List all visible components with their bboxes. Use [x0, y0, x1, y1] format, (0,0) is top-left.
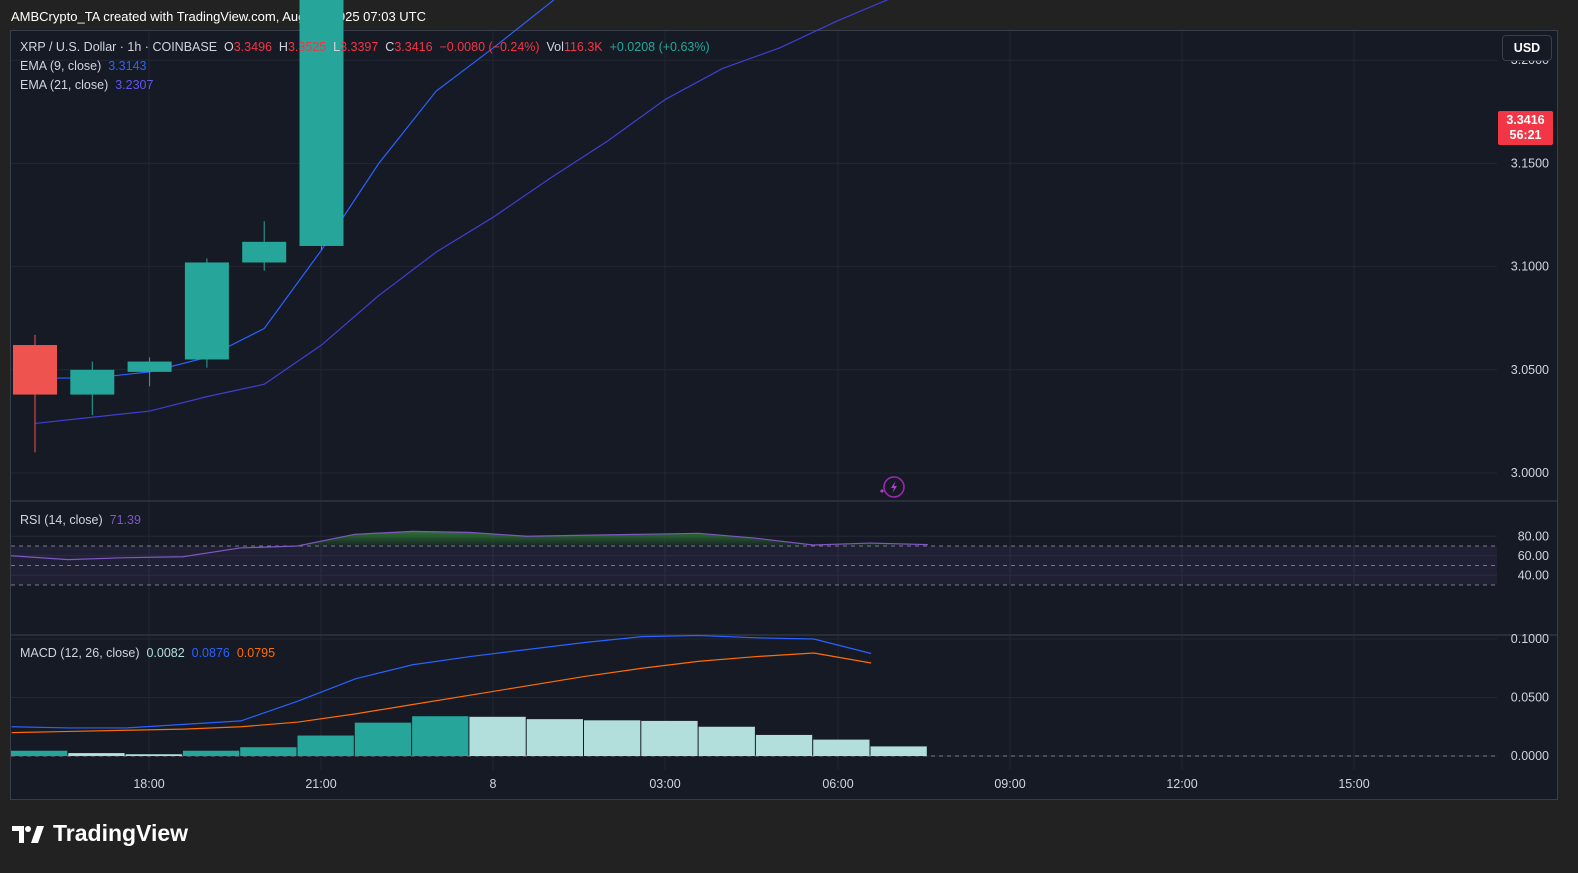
time-axis-label: 03:00	[649, 777, 680, 791]
close-value: 3.3416	[394, 40, 433, 54]
macd-histogram-bar	[68, 753, 125, 756]
high-value: 3.3525	[287, 40, 327, 54]
candle-body-down	[13, 345, 57, 395]
time-axis-label: 06:00	[822, 777, 853, 791]
current-price-value: 3.3416	[1506, 113, 1545, 127]
macd-histogram-bar	[813, 739, 870, 756]
tradingview-brand: TradingView	[11, 820, 188, 847]
vol-label: Vol	[546, 40, 564, 54]
macd-histogram-bar	[870, 746, 927, 756]
high-label: H	[278, 40, 288, 54]
chart-frame	[10, 30, 1558, 800]
candle-body-up	[70, 369, 115, 395]
lightning-bolt	[891, 481, 897, 493]
rsi-legend[interactable]: RSI (14, close) 71.39	[20, 513, 141, 527]
macd-axis-label: 0.1000	[1511, 632, 1549, 646]
rsi-value: 71.39	[109, 513, 141, 527]
ema9-label: EMA (9, close)	[20, 59, 102, 73]
candle-body-up	[299, 0, 344, 246]
vol-change-value: +0.0208 (+0.63%)	[609, 40, 710, 54]
macd-histogram-bar	[469, 716, 526, 756]
time-axis-label: 09:00	[994, 777, 1025, 791]
macd-axis-label: 0.0000	[1511, 749, 1549, 763]
macd-histogram-bar	[182, 750, 240, 756]
grid-lines	[11, 31, 1497, 770]
open-value: 3.3496	[233, 40, 272, 54]
macd-histogram-bar	[412, 716, 469, 756]
ema21-legend[interactable]: EMA (21, close) 3.2307	[20, 78, 153, 92]
time-axis-label: 18:00	[133, 777, 164, 791]
brand-name: TradingView	[53, 820, 189, 846]
macd-histogram-bar	[698, 726, 755, 756]
lightning-assist-icon[interactable]	[880, 476, 905, 498]
macd-signal-line	[11, 652, 872, 734]
rsi-axis-label: 60.00	[1518, 549, 1549, 563]
close-label: C	[385, 40, 395, 54]
macd-histogram	[11, 716, 927, 756]
macd-line	[11, 634, 872, 729]
time-axis-label: 21:00	[305, 777, 336, 791]
rsi-axis-label: 40.00	[1518, 568, 1549, 582]
ohlc-legend: XRP / U.S. Dollar · 1h · COINBASE O3.349…	[20, 40, 710, 54]
price-axis-label: 3.1000	[1511, 260, 1549, 274]
currency-button[interactable]: USD	[1502, 35, 1552, 61]
price-axis-label: 3.0500	[1511, 363, 1549, 377]
current-price-tag: 3.3416 56:21	[1498, 111, 1553, 145]
rsi-label: RSI (14, close)	[20, 513, 103, 527]
candle-body-up	[127, 361, 172, 372]
macd-histogram-bar	[755, 734, 813, 756]
macd-signal-value: 0.0795	[236, 646, 276, 660]
rsi-axis-label: 80.00	[1518, 529, 1549, 543]
macd-histogram-bar	[297, 735, 354, 756]
candle-countdown: 56:21	[1509, 128, 1542, 142]
macd-hist-value: 0.0082	[146, 646, 185, 660]
candle-body-up	[242, 241, 287, 263]
macd-histogram-bar	[240, 747, 297, 756]
change-value: −0.0080 (−0.24%)	[439, 40, 540, 54]
price-axis-label: 3.0000	[1511, 466, 1549, 480]
lightning-circle	[883, 476, 905, 498]
sparkle-glyph	[880, 489, 884, 493]
macd-line-value: 0.0876	[191, 646, 230, 660]
time-axis-label: 12:00	[1166, 777, 1197, 791]
macd-histogram-bar	[584, 720, 641, 756]
macd-axis-label: 0.0500	[1511, 691, 1549, 705]
rsi-band	[11, 546, 1497, 585]
macd-histogram-bar	[354, 722, 412, 756]
macd-histogram-bar	[125, 754, 182, 756]
ema21-line	[34, 0, 889, 425]
open-label: O	[224, 40, 234, 54]
rsi-line	[10, 530, 928, 561]
candle-body-up	[184, 262, 229, 360]
macd-histogram-bar	[11, 750, 68, 756]
low-label: L	[333, 40, 341, 54]
ema21-label: EMA (21, close)	[20, 78, 109, 92]
low-value: 3.3397	[340, 40, 379, 54]
rsi-overbought-fill	[11, 531, 928, 546]
time-axis-label: 8	[490, 777, 497, 791]
macd-label: MACD (12, 26, close)	[20, 646, 140, 660]
tradingview-logo-icon	[12, 825, 44, 843]
macd-histogram-bar	[526, 719, 583, 756]
price-axis-label: 3.1500	[1511, 156, 1549, 170]
macd-histogram-bar	[641, 720, 698, 756]
ema21-value: 3.2307	[115, 78, 154, 92]
ema9-legend[interactable]: EMA (9, close) 3.3143	[20, 59, 146, 73]
candles	[13, 0, 344, 453]
time-axis-label: 15:00	[1338, 777, 1369, 791]
ema9-value: 3.3143	[108, 59, 147, 73]
vol-value: 116.3K	[563, 40, 603, 54]
ema9-line	[35, 0, 555, 379]
macd-legend[interactable]: MACD (12, 26, close) 0.0082 0.0876 0.079…	[20, 646, 275, 660]
symbol-label[interactable]: XRP / U.S. Dollar · 1h · COINBASE	[20, 40, 218, 54]
